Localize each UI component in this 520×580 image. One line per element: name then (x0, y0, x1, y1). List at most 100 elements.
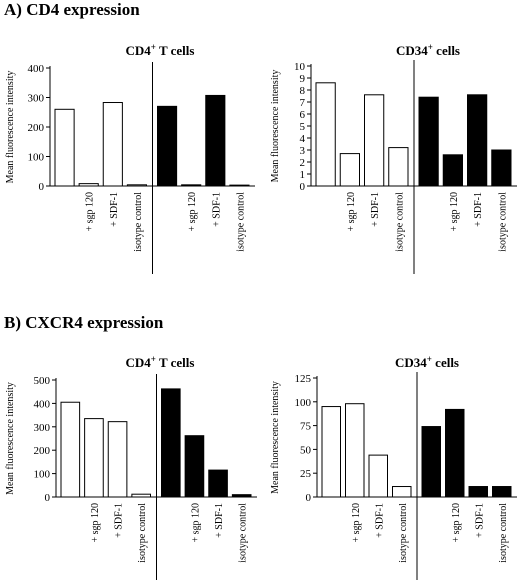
chart-title-superscript: + (428, 42, 433, 52)
bar (392, 486, 412, 498)
y-tick-label: 75 (300, 421, 312, 433)
bar (84, 418, 104, 498)
y-tick-label: 8 (300, 85, 306, 97)
bar (205, 94, 226, 187)
category-label: + SDF-1 (211, 192, 222, 227)
bar (418, 96, 439, 187)
category-label: + sgp 120 (351, 503, 362, 543)
y-tick-label: 200 (28, 122, 45, 134)
bar (345, 403, 365, 498)
category-label: + sgp 120 (190, 503, 201, 543)
y-tick-label: 25 (300, 468, 312, 480)
category-label: + SDF-1 (214, 503, 225, 538)
bar (231, 494, 252, 498)
chart-title-superscript: + (427, 354, 432, 364)
bar (161, 388, 181, 498)
y-axis-label: Mean fluorescence intensity (5, 382, 16, 495)
category-label: isotype control (137, 503, 148, 563)
category-label: + sgp 120 (85, 192, 96, 232)
chart-title-rest: T cells (156, 43, 195, 58)
category-label: + SDF-1 (473, 192, 484, 227)
y-tick-label: 200 (34, 445, 51, 457)
y-tick-label: 100 (34, 469, 51, 481)
bar (442, 154, 463, 187)
bar (229, 184, 250, 187)
y-tick-label: 0 (306, 492, 312, 504)
category-label: + SDF-1 (114, 503, 125, 538)
y-tick-label: 0 (39, 181, 45, 193)
chart-b-cd4-t-cells: CD4+ T cells Mean fluorescence intensity 0… (5, 354, 257, 580)
chart-title-main: CD4 (126, 355, 152, 370)
y-tick-label: 2 (300, 157, 306, 169)
bar (208, 469, 228, 498)
bar (184, 435, 205, 498)
chart-title-main: CD4 (126, 43, 152, 58)
chart-title-rest: cells (433, 43, 460, 58)
chart-title-main: CD34 (395, 355, 427, 370)
category-label: + sgp 120 (449, 192, 460, 232)
y-tick-label: 1 (300, 169, 306, 181)
chart-title-rest: cells (432, 355, 459, 370)
bar (107, 421, 128, 498)
y-tick-label: 125 (295, 373, 312, 385)
category-label: isotype control (394, 192, 405, 252)
bar (315, 82, 336, 187)
y-tick-label: 6 (300, 109, 306, 121)
y-tick-label: 9 (300, 73, 306, 85)
chart-b-cd34-cells: CD34+ cells Mean fluorescence intensity 0 2… (270, 354, 517, 580)
chart-title-rest: T cells (156, 355, 195, 370)
bar (445, 408, 465, 498)
category-label: isotype control (235, 192, 246, 252)
y-tick-label: 400 (34, 398, 51, 410)
section-title-cd4-expression: A) CD4 expression (4, 0, 140, 19)
chart-a-cd4-t-cells: CD4+ T cells Mean fluorescence intensity 0… (5, 42, 255, 274)
bar (78, 183, 99, 187)
bar (181, 184, 202, 187)
y-axis-label: Mean fluorescence intensity (270, 70, 281, 183)
category-label: isotype control (133, 192, 144, 252)
category-label: isotype control (398, 503, 409, 563)
bar (102, 102, 123, 187)
bar (492, 486, 512, 498)
category-label: + SDF-1 (109, 192, 120, 227)
y-tick-label: 10 (294, 61, 306, 73)
chart-title: CD4+ T cells (126, 354, 195, 370)
bar (54, 108, 75, 187)
bar (339, 153, 360, 187)
category-label: + SDF-1 (474, 503, 485, 538)
chart-title-superscript: + (151, 42, 156, 52)
bar (421, 426, 441, 498)
category-label: + sgp 120 (346, 192, 357, 232)
y-tick-label: 300 (28, 93, 45, 105)
chart-title: CD4+ T cells (126, 42, 195, 58)
category-label: + sgp 120 (451, 503, 462, 543)
bar (131, 493, 151, 498)
bar (467, 94, 488, 187)
y-tick-label: 3 (300, 145, 306, 157)
chart-title: CD34+ cells (395, 354, 459, 370)
category-label: + sgp 120 (187, 192, 198, 232)
y-axis-label: Mean fluorescence intensity (5, 71, 16, 184)
y-tick-label: 400 (28, 63, 45, 75)
chart-title: CD34+ cells (396, 42, 460, 58)
category-label: isotype control (497, 192, 508, 252)
y-tick-label: 7 (300, 97, 306, 109)
y-tick-label: 50 (300, 444, 312, 456)
chart-title-main: CD34 (396, 43, 428, 58)
bar (126, 184, 147, 187)
bar (368, 454, 388, 498)
y-tick-label: 0 (45, 492, 51, 504)
bar (468, 486, 488, 498)
category-label: + sgp 120 (90, 503, 101, 543)
category-label: + SDF-1 (370, 192, 381, 227)
y-tick-label: 0 (300, 181, 306, 193)
section-title-cxcr4-expression: B) CXCR4 expression (4, 313, 164, 332)
y-axis-label: Mean fluorescence intensity (270, 381, 281, 494)
bar (321, 406, 341, 498)
category-label: isotype control (238, 503, 249, 563)
y-tick-label: 300 (34, 422, 51, 434)
category-label: isotype control (498, 503, 509, 563)
bar (60, 401, 81, 498)
bar (364, 94, 385, 187)
